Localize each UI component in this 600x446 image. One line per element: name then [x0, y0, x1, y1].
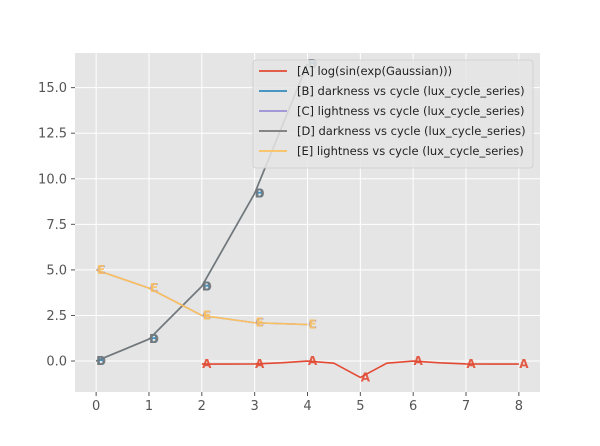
point-marker-b: B — [202, 279, 211, 293]
y-tick-label: 7.5 — [46, 218, 67, 233]
point-marker-c: C — [97, 263, 106, 277]
point-marker-c: C — [308, 318, 317, 332]
point-marker-a: A — [308, 354, 318, 368]
point-marker-d: D — [149, 332, 159, 346]
point-marker-a: A — [255, 357, 265, 371]
point-marker-d: D — [96, 354, 106, 368]
x-tick-label: 3 — [251, 399, 259, 414]
point-marker-e: E — [150, 281, 158, 295]
x-tick-label: 8 — [515, 399, 523, 414]
point-marker-b: B — [149, 332, 158, 346]
y-tick-label: 12.5 — [38, 127, 67, 142]
point-marker-e: E — [256, 316, 264, 330]
legend-box — [252, 59, 534, 169]
point-marker-e: E — [97, 263, 105, 277]
point-marker-b: B — [255, 186, 264, 200]
point-marker-d: D — [255, 186, 265, 200]
legend-label: [D] darkness vs cycle (lux_cycle_series) — [297, 124, 526, 138]
point-marker-d: D — [202, 279, 212, 293]
x-tick-label: 2 — [198, 399, 206, 414]
legend-label: [A] log(sin(exp(Gaussian))) — [297, 64, 452, 78]
point-marker-b: B — [97, 354, 106, 368]
x-tick-label: 5 — [356, 399, 364, 414]
point-marker-a: A — [466, 357, 476, 371]
y-tick-label: 0.0 — [46, 355, 67, 370]
x-tick-label: 7 — [462, 399, 470, 414]
point-marker-a: A — [202, 357, 212, 371]
x-tick-label: 0 — [92, 399, 100, 414]
series-line-a — [201, 360, 519, 379]
x-tick-label: 6 — [409, 399, 417, 414]
y-tick-label: 10.0 — [38, 172, 67, 187]
point-marker-a: A — [519, 357, 529, 371]
legend-label: [C] lightness vs cycle (lux_cycle_series… — [297, 104, 525, 118]
y-tick-label: 15.0 — [38, 81, 67, 96]
legend-label: [B] darkness vs cycle (lux_cycle_series) — [297, 84, 525, 98]
point-marker-c: C — [255, 316, 264, 330]
point-markers: AAAAAAABBBBBCCCCCDDDDDEEEEE — [96, 57, 529, 384]
y-tick-label: 5.0 — [46, 263, 67, 278]
point-marker-c: C — [202, 308, 211, 322]
axis-ticks: 0 1 2 3 4 5 6 7 8 0.0 2.5 5.0 7.5 10.0 12.5 15.0 — [38, 81, 523, 414]
y-tick-label: 2.5 — [46, 309, 67, 324]
x-tick-label: 4 — [303, 399, 311, 414]
point-marker-e: E — [203, 308, 211, 322]
point-marker-a: A — [414, 354, 424, 368]
x-tick-label: 1 — [145, 399, 153, 414]
point-marker-a: A — [361, 370, 371, 384]
series-line-e — [95, 269, 308, 326]
legend-label: [E] lightness vs cycle (lux_cycle_series… — [297, 144, 524, 158]
point-marker-c: C — [150, 281, 159, 295]
point-marker-e: E — [308, 318, 316, 332]
legend: [A] log(sin(exp(Gaussian))) [B] darkness … — [252, 59, 534, 169]
